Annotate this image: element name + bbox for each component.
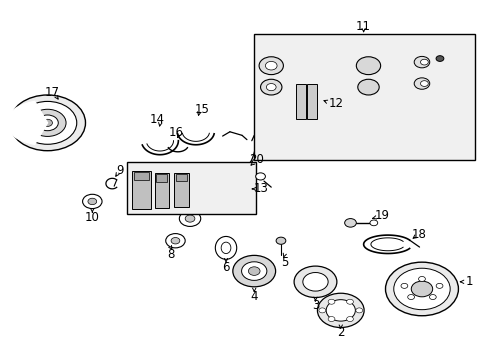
Circle shape <box>276 237 285 244</box>
Text: 8: 8 <box>166 248 174 261</box>
Circle shape <box>82 194 102 208</box>
Circle shape <box>428 294 435 300</box>
Circle shape <box>435 283 442 288</box>
Circle shape <box>19 102 77 144</box>
Text: 16: 16 <box>168 126 183 139</box>
Circle shape <box>344 219 356 227</box>
Circle shape <box>420 81 427 86</box>
Text: 13: 13 <box>253 183 268 195</box>
Circle shape <box>302 273 327 291</box>
Text: 19: 19 <box>374 209 389 222</box>
Circle shape <box>325 300 355 321</box>
Bar <box>176 174 186 181</box>
Bar <box>131 171 151 209</box>
Circle shape <box>165 234 185 248</box>
Circle shape <box>248 267 260 275</box>
Circle shape <box>185 215 195 222</box>
Text: 17: 17 <box>45 86 60 99</box>
Text: 10: 10 <box>85 211 100 224</box>
Circle shape <box>393 268 449 310</box>
Circle shape <box>357 79 378 95</box>
Bar <box>295 84 305 119</box>
Circle shape <box>369 220 377 226</box>
Bar <box>154 173 169 208</box>
Circle shape <box>413 57 429 68</box>
Circle shape <box>327 299 334 304</box>
Circle shape <box>346 316 353 321</box>
Circle shape <box>241 262 266 280</box>
Bar <box>126 162 255 214</box>
Bar <box>174 173 188 207</box>
Circle shape <box>355 308 362 313</box>
Circle shape <box>232 255 275 287</box>
Circle shape <box>171 238 180 244</box>
Circle shape <box>385 262 458 316</box>
Text: 15: 15 <box>194 103 209 116</box>
Circle shape <box>418 276 425 282</box>
Bar <box>133 172 149 180</box>
Circle shape <box>179 211 201 226</box>
Text: 9: 9 <box>116 164 123 177</box>
Ellipse shape <box>221 242 230 253</box>
Bar <box>254 33 474 160</box>
Circle shape <box>318 308 325 313</box>
Bar <box>156 174 167 181</box>
Text: 2: 2 <box>336 327 344 339</box>
Circle shape <box>265 62 277 70</box>
Circle shape <box>10 95 85 151</box>
Circle shape <box>435 56 443 62</box>
Circle shape <box>407 294 414 300</box>
Polygon shape <box>6 102 47 144</box>
Circle shape <box>356 57 380 75</box>
Circle shape <box>37 115 58 131</box>
Circle shape <box>293 266 336 297</box>
Circle shape <box>420 59 427 65</box>
Text: 4: 4 <box>250 290 258 303</box>
Text: 7: 7 <box>192 200 199 213</box>
Circle shape <box>255 173 265 180</box>
Circle shape <box>413 78 429 89</box>
Circle shape <box>29 109 66 136</box>
Circle shape <box>42 119 52 126</box>
Ellipse shape <box>215 237 236 259</box>
Text: 14: 14 <box>149 113 164 126</box>
Text: 6: 6 <box>222 261 229 274</box>
Text: 18: 18 <box>411 228 426 241</box>
Text: 1: 1 <box>465 275 472 288</box>
Circle shape <box>259 57 283 75</box>
Bar <box>306 84 317 119</box>
Circle shape <box>260 79 282 95</box>
Text: 11: 11 <box>355 20 370 33</box>
Text: 3: 3 <box>311 299 319 312</box>
Circle shape <box>346 299 353 304</box>
Text: 5: 5 <box>280 256 287 269</box>
Text: 12: 12 <box>328 97 343 110</box>
Circle shape <box>327 316 334 321</box>
Circle shape <box>88 198 97 204</box>
Circle shape <box>317 293 364 328</box>
Circle shape <box>400 283 407 288</box>
Circle shape <box>410 281 432 297</box>
Circle shape <box>266 84 276 91</box>
Text: 20: 20 <box>249 153 264 166</box>
